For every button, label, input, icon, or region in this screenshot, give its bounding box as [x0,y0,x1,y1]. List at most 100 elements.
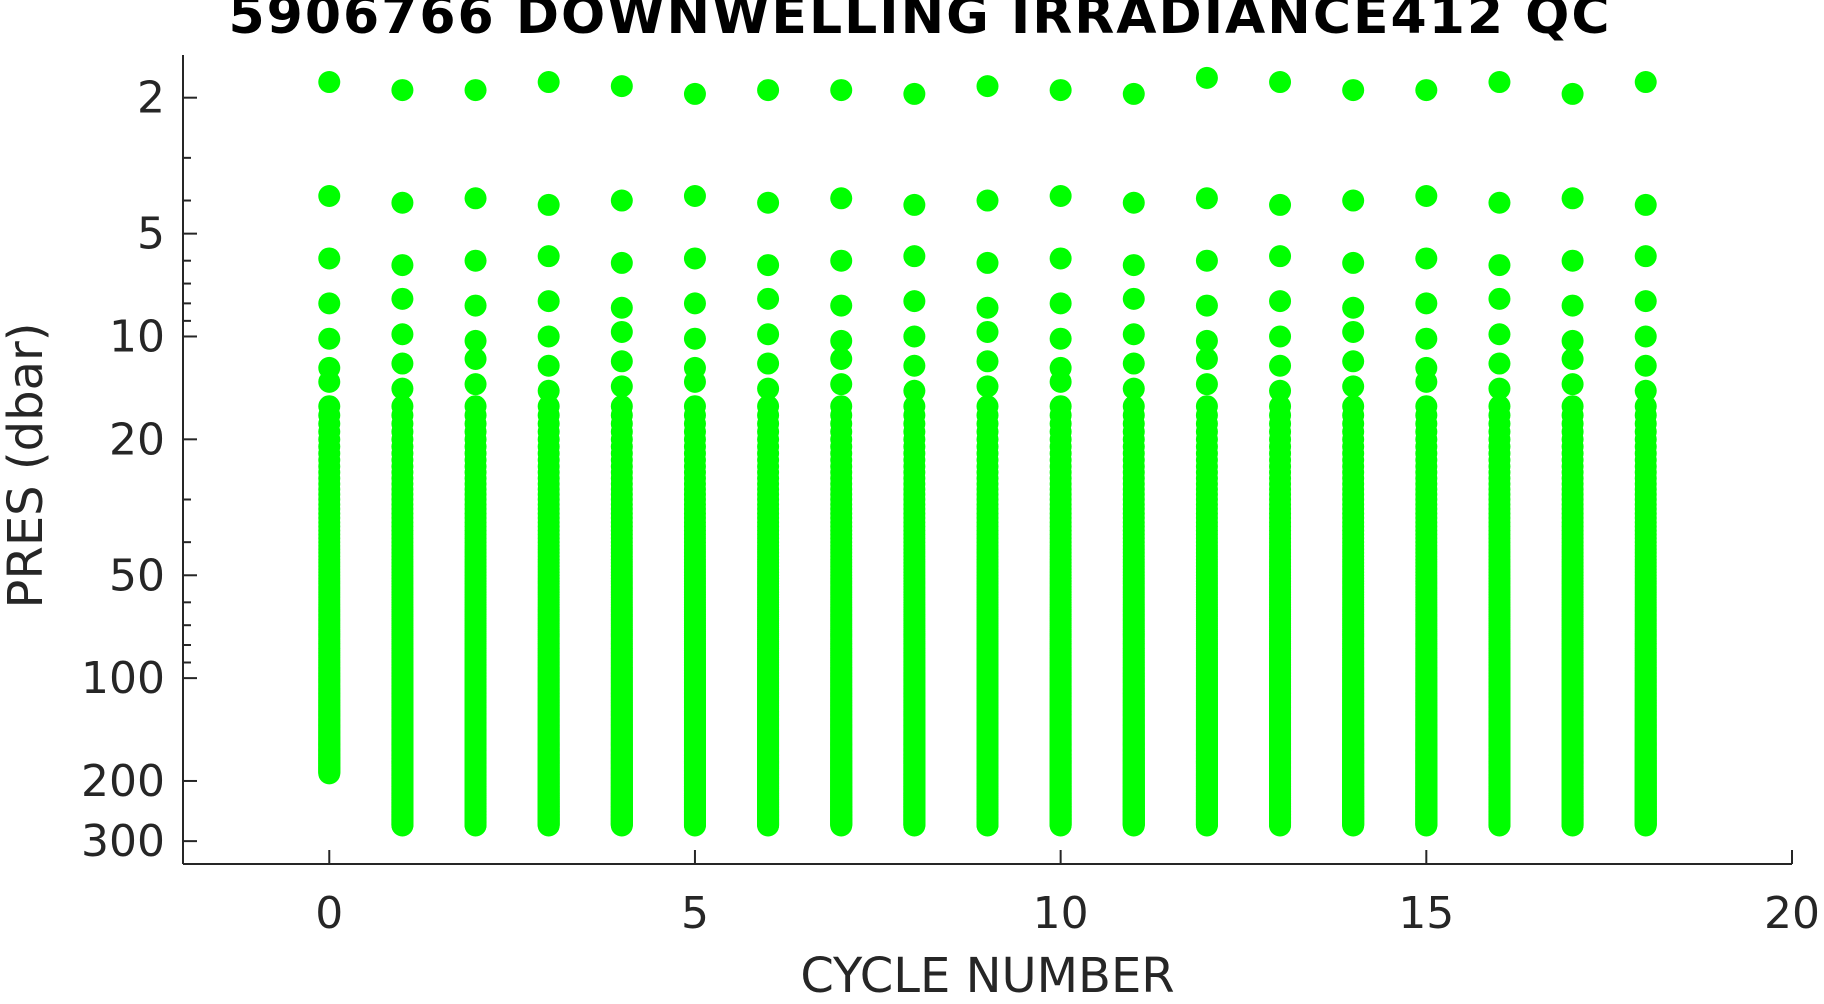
y-tick-label: 50 [109,550,165,601]
data-point [391,377,414,400]
data-point [318,327,341,350]
data-point [1269,245,1292,268]
x-tick-label: 15 [1398,888,1454,939]
x-tick-label: 10 [1033,888,1089,939]
data-point [610,375,633,398]
data-point [1269,71,1292,94]
x-axis-label: CYCLE NUMBER [800,948,1174,999]
data-point [1415,292,1438,315]
data-point [1634,325,1657,348]
data-point [1269,193,1292,216]
data-point [976,375,999,398]
data-point [318,71,341,94]
data-point [683,185,706,208]
data-point [1488,323,1511,346]
x-tick-label: 0 [315,888,343,939]
data-point [464,329,487,352]
data-point [1634,354,1657,377]
data-point [683,327,706,350]
data-point [903,82,926,105]
data-point [610,75,633,98]
data-point [391,323,414,346]
data-point [976,320,999,343]
data-point [1342,79,1365,102]
data-point [1415,247,1438,270]
data-point [757,377,780,400]
data-point [537,193,560,216]
y-tick-label: 20 [109,414,165,465]
data-point [757,814,780,837]
data-point [830,348,853,371]
x-tick-label: 5 [681,888,709,939]
data-point [683,247,706,270]
y-tick-label: 100 [81,653,165,704]
data-point [1415,370,1438,393]
data-points [318,66,1657,837]
data-point [683,292,706,315]
data-point [1488,254,1511,277]
y-axis-label: PRES (dbar) [0,323,54,609]
data-point [1561,814,1584,837]
data-point [757,254,780,277]
data-point [1415,814,1438,837]
data-point [1269,814,1292,837]
data-point [903,814,926,837]
data-point [537,354,560,377]
data-point [903,325,926,348]
data-point [1634,290,1657,313]
data-point [683,370,706,393]
data-point [318,185,341,208]
data-point [757,323,780,346]
data-point [1561,187,1584,210]
data-point [830,814,853,837]
data-point [683,814,706,837]
data-point [610,320,633,343]
chart-title: 5906766 DOWNWELLING IRRADIANCE412 QC [228,0,1612,46]
data-point [537,71,560,94]
data-point [1269,325,1292,348]
data-point [903,193,926,216]
data-point [1049,327,1072,350]
data-point [1634,245,1657,268]
data-point [830,79,853,102]
data-point [1488,814,1511,837]
data-point [537,814,560,837]
data-point [1049,292,1072,315]
data-point [318,762,341,785]
x-tick-label: 20 [1764,888,1820,939]
data-point [318,247,341,270]
data-point [1342,350,1365,373]
data-point [757,352,780,375]
data-point [464,348,487,371]
data-point [976,251,999,274]
data-point [391,352,414,375]
data-point [1049,185,1072,208]
data-point [464,814,487,837]
data-point [903,354,926,377]
data-point [1634,71,1657,94]
data-point [1049,79,1072,102]
data-point [976,75,999,98]
data-point [610,189,633,212]
data-point [1561,249,1584,272]
data-point [610,814,633,837]
y-tick-label: 2 [137,73,165,124]
data-point [610,350,633,373]
data-point [464,79,487,102]
data-point [1415,327,1438,350]
data-point [464,187,487,210]
data-point [1049,370,1072,393]
data-point [1195,66,1218,89]
data-point [537,290,560,313]
data-point [1561,294,1584,317]
data-point [1561,348,1584,371]
data-point [830,294,853,317]
data-point [464,373,487,396]
data-point [391,191,414,214]
data-point [1342,814,1365,837]
data-point [318,370,341,393]
data-point [1634,193,1657,216]
data-point [976,814,999,837]
